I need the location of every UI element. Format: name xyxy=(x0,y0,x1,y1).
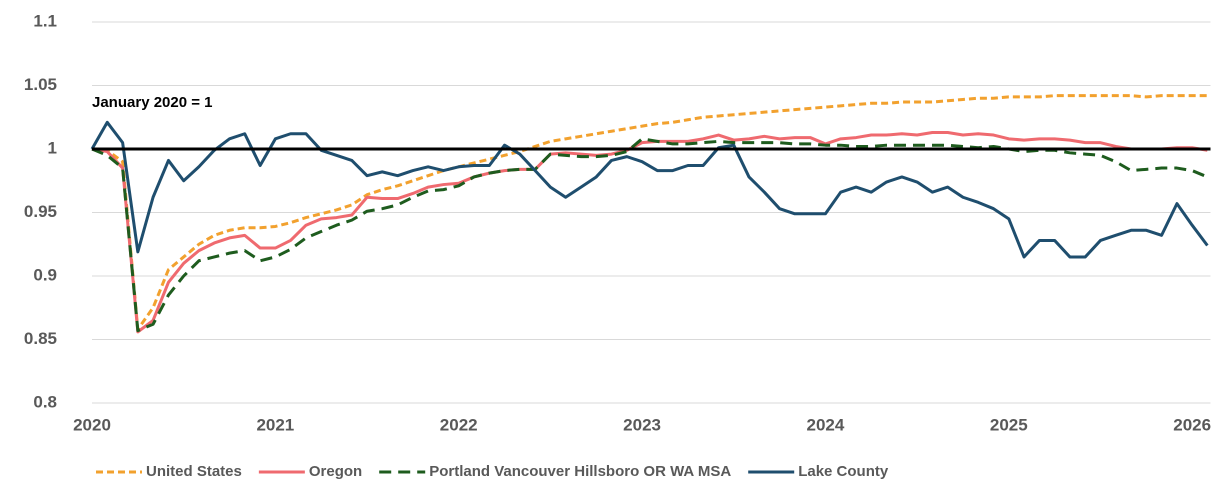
y-tick-label: 1 xyxy=(48,138,57,157)
x-tick-label: 2026 xyxy=(1173,415,1211,434)
x-tick-label: 2024 xyxy=(807,415,845,434)
legend-label: Portland Vancouver Hillsboro OR WA MSA xyxy=(429,463,731,480)
series-line xyxy=(90,120,1209,259)
x-tick-label: 2025 xyxy=(990,415,1028,434)
legend-label: Lake County xyxy=(798,463,889,480)
legend-label: Oregon xyxy=(309,463,362,480)
series-line xyxy=(91,137,1208,333)
y-tick-label: 1.1 xyxy=(33,11,57,30)
y-tick-label: 1.05 xyxy=(24,75,57,94)
grid xyxy=(92,21,1211,404)
y-tick-label: 0.9 xyxy=(33,265,57,284)
annotation: January 2020 = 1 xyxy=(92,94,213,111)
x-tick-label: 2022 xyxy=(440,415,478,434)
y-tick-label: 0.95 xyxy=(24,202,57,221)
legend-label: United States xyxy=(146,463,242,480)
y-tick-label: 0.8 xyxy=(33,392,57,411)
y-tick-label: 0.85 xyxy=(24,329,57,348)
x-tick-label: 2020 xyxy=(73,415,111,434)
series-line xyxy=(91,130,1208,334)
x-tick-label: 2021 xyxy=(256,415,294,434)
x-tick-label: 2023 xyxy=(623,415,661,434)
